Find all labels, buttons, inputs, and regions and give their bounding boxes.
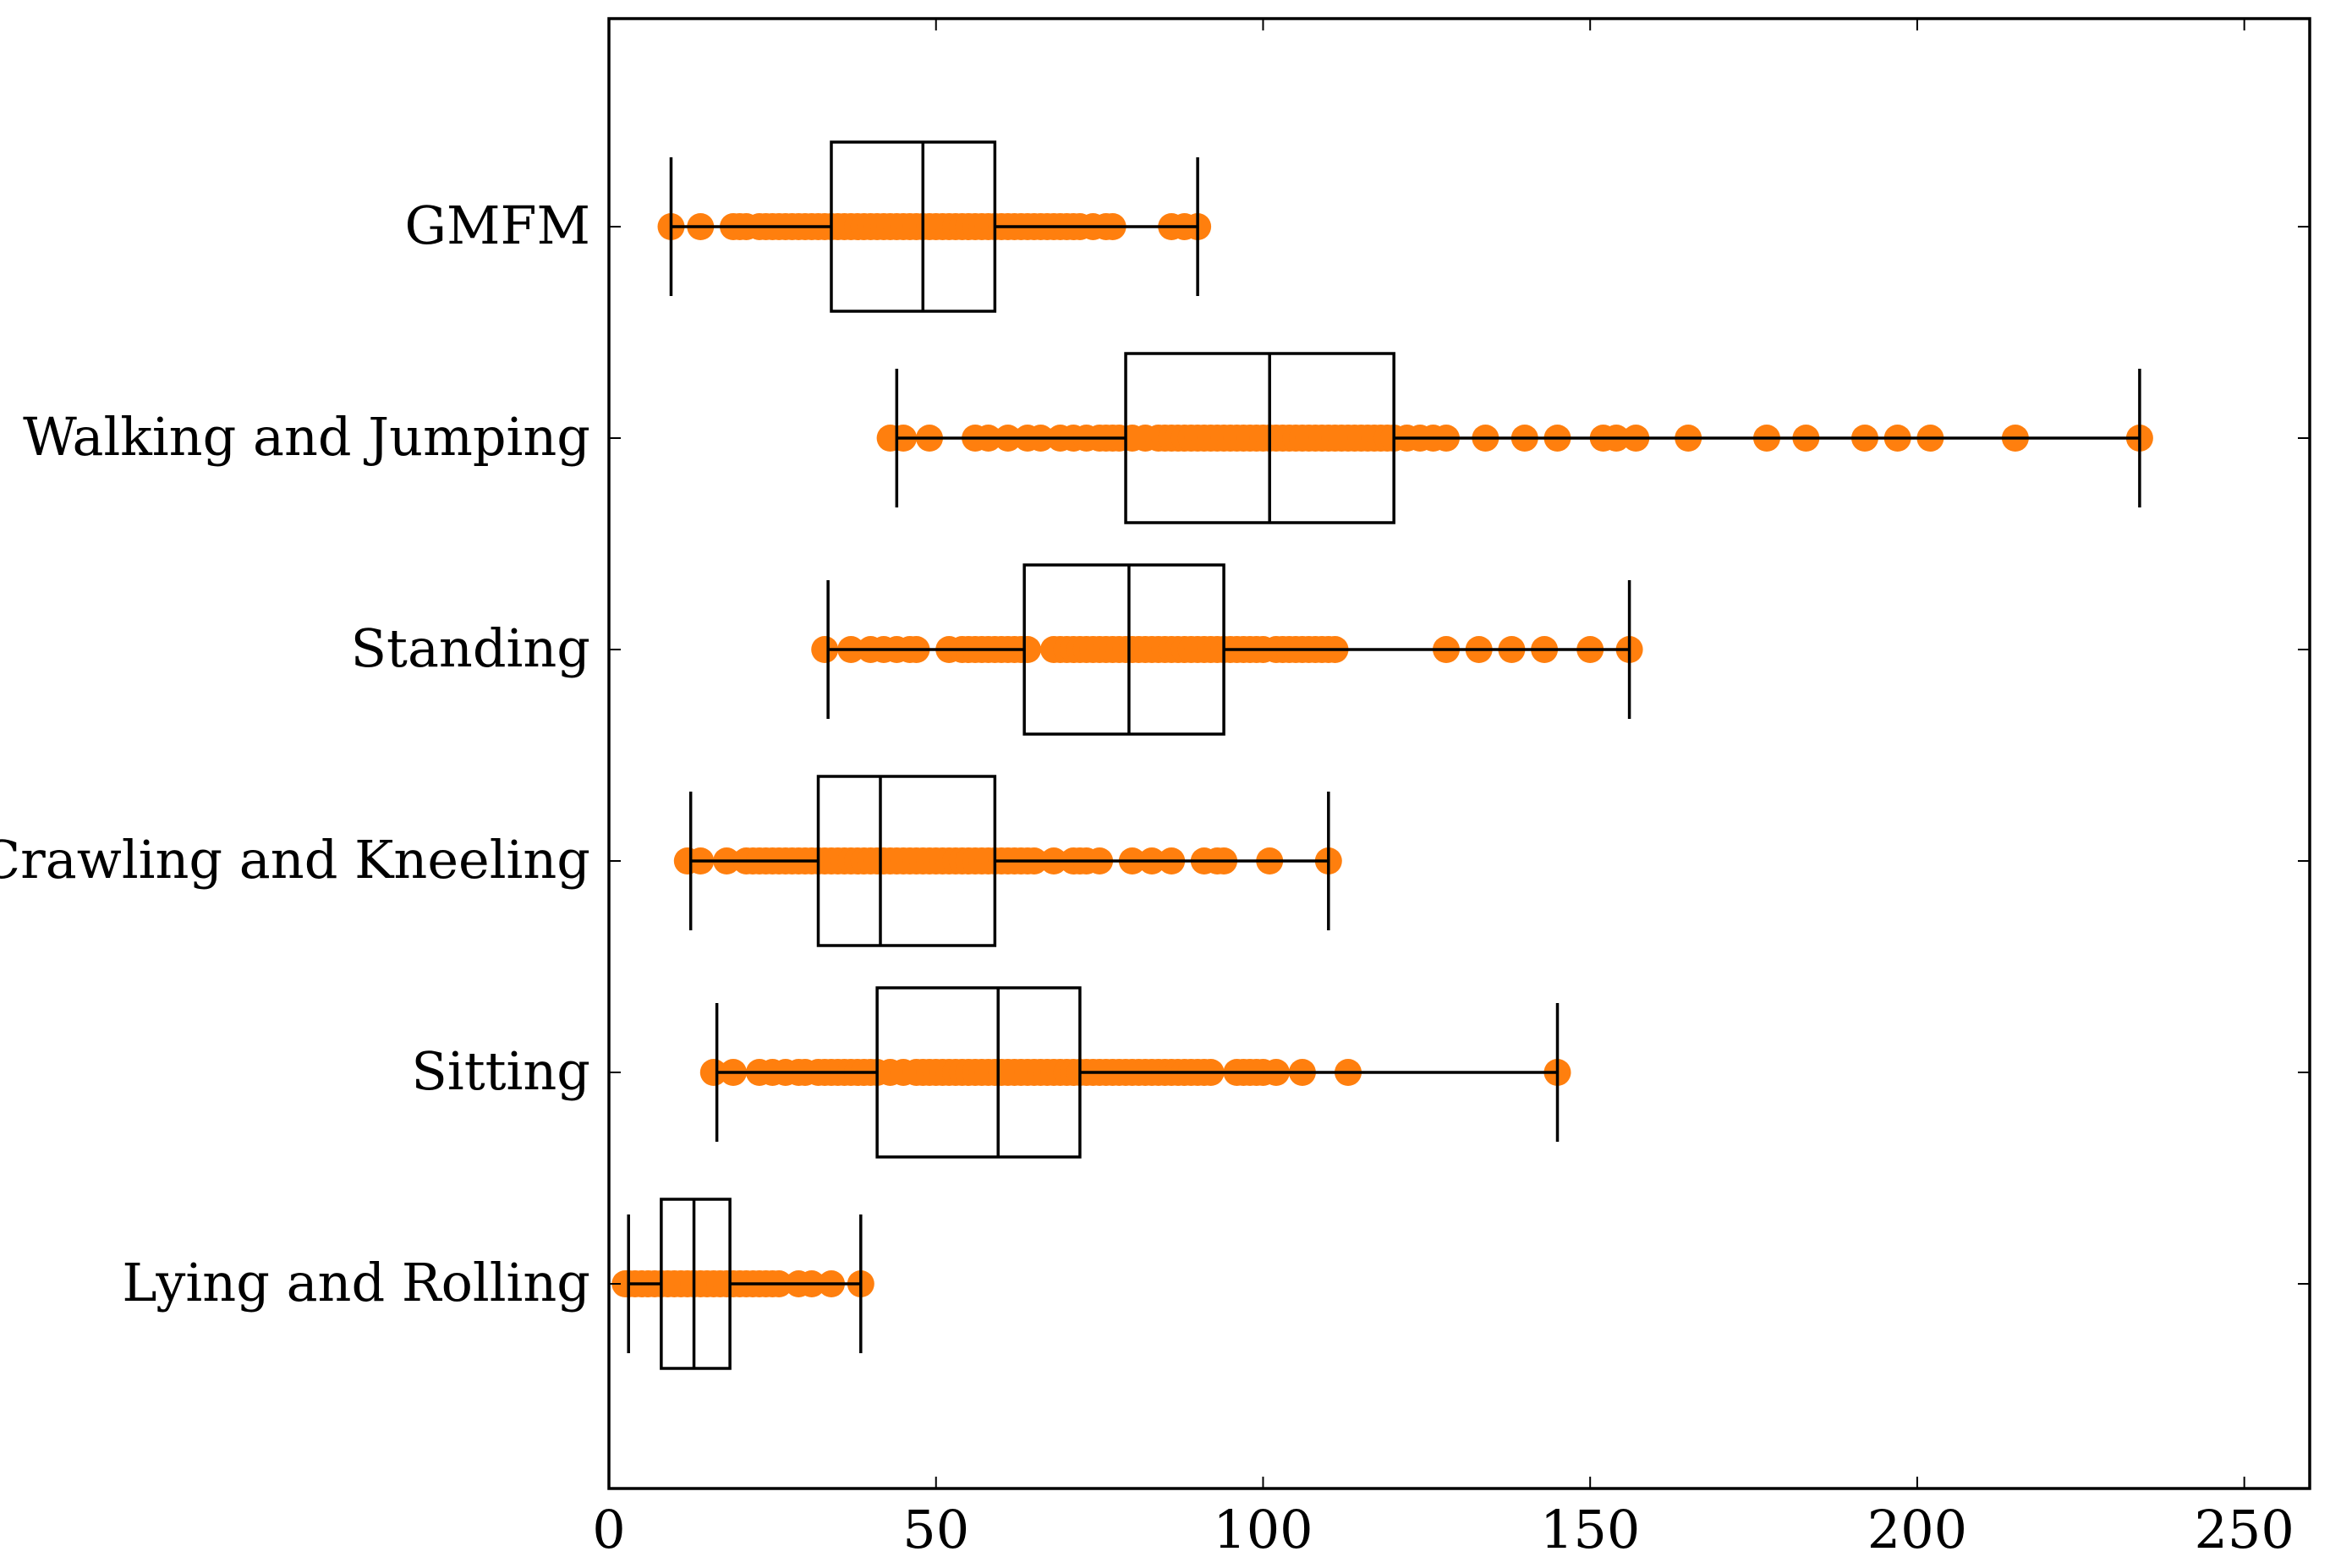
y-tick-label-lying-and-rolling: Lying and Rolling	[122, 1252, 590, 1313]
axis-labels: GMFM Walking and Jumping Standing Crawling …	[0, 195, 2294, 1560]
box-gmfm	[830, 140, 997, 313]
y-tick-label-sitting: Sitting	[411, 1040, 590, 1102]
box-walking-and-jumping	[1124, 352, 1395, 524]
x-tick-label-50: 50	[902, 1499, 969, 1560]
axis-frame	[607, 17, 2311, 1490]
x-tick-label-150: 150	[1540, 1499, 1640, 1560]
box-lying-and-rolling	[660, 1198, 732, 1370]
x-tick-label-250: 250	[2194, 1499, 2294, 1560]
series-walking-and-jumping	[876, 352, 2153, 524]
data-point-standing	[811, 636, 839, 663]
x-tick-label-0: 0	[592, 1499, 625, 1560]
y-tick-label-crawling-and-kneeling: Crawling and Kneeling	[0, 829, 590, 891]
y-tick-label-standing: Standing	[351, 617, 590, 679]
box-crawling-and-kneeling	[816, 775, 997, 947]
box-sitting	[875, 986, 1082, 1159]
series-gmfm	[657, 140, 1212, 313]
series-crawling-and-kneeling	[673, 775, 1342, 947]
series-standing	[811, 563, 1643, 736]
series-lying-and-rolling	[611, 1198, 874, 1370]
y-tick-label-walking-and-jumping: Walking and Jumping	[23, 406, 590, 468]
series-sitting	[699, 986, 1571, 1159]
y-tick-label-gmfm: GMFM	[404, 195, 590, 256]
plot-area	[611, 140, 2153, 1370]
data-point-standing	[1014, 636, 1041, 663]
x-tick-label-200: 200	[1867, 1499, 1967, 1560]
box-standing	[1022, 563, 1225, 736]
data-point-sitting	[699, 1059, 727, 1086]
x-tick-label-100: 100	[1213, 1499, 1313, 1560]
